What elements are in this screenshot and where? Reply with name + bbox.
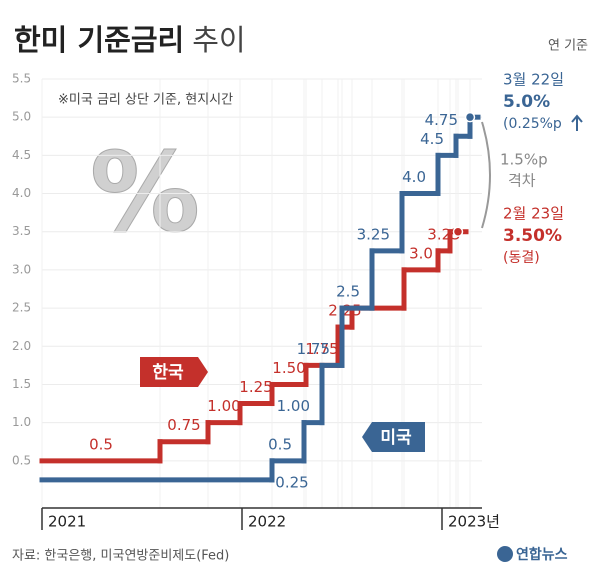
title-main: 한미 기준금리	[14, 23, 184, 57]
annotation: 격차	[508, 172, 536, 190]
legend-label: 한국	[152, 363, 184, 383]
annotation: 5.0%	[503, 92, 550, 112]
y-tick-label: 3.5	[12, 224, 31, 238]
arrow-up	[571, 114, 583, 131]
icon: %	[90, 128, 200, 256]
y-tick-label: 2.5	[12, 301, 31, 315]
annotation: 2월 23일	[503, 205, 564, 223]
data-label: 1.75	[297, 340, 330, 358]
data-label: 1.00	[207, 397, 240, 415]
annotation: (0.25%p	[503, 116, 562, 132]
x-tick-label: 2021	[48, 513, 86, 531]
data-label: 1.00	[277, 397, 310, 415]
legend-kr: 한국	[140, 357, 208, 387]
legend-us: 미국	[362, 422, 425, 452]
data-label: 0.5	[89, 435, 113, 453]
y-tick-label: 5.5	[12, 72, 31, 86]
legend-box	[140, 357, 208, 387]
annotation: 1.5%p	[500, 151, 548, 169]
annotation: 3월 22일	[503, 71, 564, 89]
data-label: 4.0	[402, 168, 426, 186]
data-label: 1.50	[272, 359, 305, 377]
legend-label: 미국	[380, 428, 412, 448]
source: 자료: 한국은행, 미국연방준비제도(Fed)	[12, 548, 229, 564]
unit-note: 연 기준	[548, 39, 588, 54]
annotation: 3.50%	[503, 226, 562, 246]
data-label: 2.5	[336, 283, 360, 301]
series: 0.50.751.001.251.501.752.253.03.25	[39, 225, 469, 464]
x-tick-label: 2023년	[448, 513, 500, 531]
gap-bracket	[481, 121, 491, 229]
legend-box	[362, 422, 425, 452]
y-tick-label: 3.0	[12, 262, 31, 276]
end-dot	[452, 226, 464, 237]
data-label: 0.75	[167, 416, 200, 434]
series: 0.25 0.5 1.00 1.75 2.5 3.25 4.0 4.54.75	[39, 111, 481, 491]
y-tick-label: 0.5	[12, 453, 31, 467]
data-label: 4.5	[420, 130, 444, 148]
data-label: 1.75	[305, 340, 338, 358]
plot: 0.5 1.0 1.5 2.0 2.5 3.0 3.5 4.0 4.5 5.0 5.5 2021 202…	[12, 72, 500, 531]
title-suffix: 추이	[192, 23, 245, 57]
data-label: 4.75	[425, 111, 458, 129]
y-tick-label: 4.5	[12, 148, 31, 162]
data-label: 1.25	[239, 378, 272, 396]
chart-title: 한미 기준금리 추이	[14, 23, 246, 57]
data-label: 0.25	[275, 473, 308, 491]
y-tick-label: 1.5	[12, 377, 31, 391]
y-tick-label: 5.0	[12, 110, 31, 124]
y-tick-label: 1.0	[12, 415, 31, 429]
data-label: 3.0	[409, 244, 433, 262]
end-dot	[464, 111, 476, 123]
logo-icon	[497, 546, 513, 562]
note: ※미국 금리 상단 기준, 현지시간	[58, 93, 233, 108]
annotation: (동결)	[503, 250, 540, 266]
x-tick-label: 2022	[248, 513, 286, 531]
data-label: 3.25	[357, 225, 390, 243]
logo: 연합뉴스	[516, 546, 568, 563]
data-label: 2.25	[328, 302, 361, 320]
y-tick-label: 2.0	[12, 339, 31, 353]
data-label: 0.5	[268, 435, 292, 453]
y-tick-label: 4.0	[12, 186, 31, 200]
